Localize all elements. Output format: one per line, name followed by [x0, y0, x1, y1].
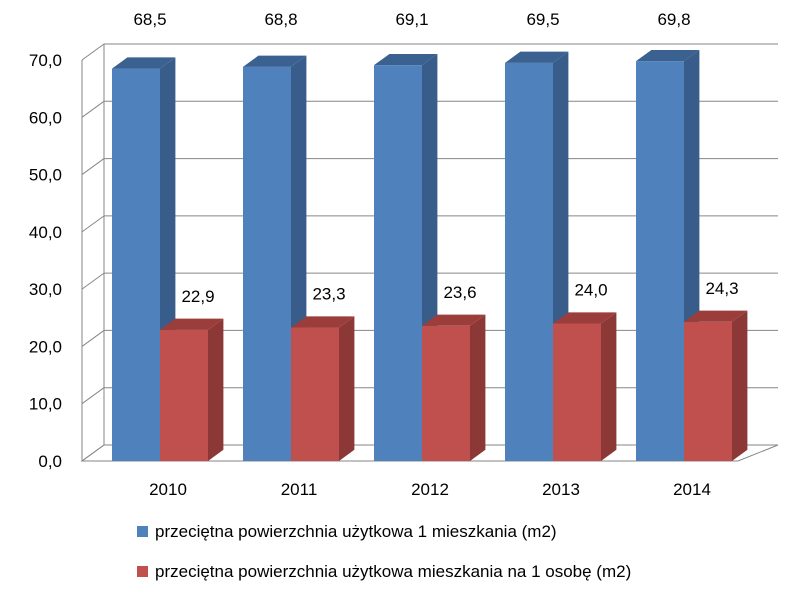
bar-front [243, 66, 291, 462]
legend-label-series-1: przeciętna powierzchnia użytkowa 1 miesz… [155, 522, 557, 541]
bar-top [291, 316, 355, 328]
data-label: 69,5 [526, 10, 559, 29]
x-axis-labels: 2010 2011 2012 2013 2014 [149, 480, 711, 499]
bar-2-2011 [291, 316, 355, 461]
bar-2-2012 [422, 314, 486, 461]
data-label: 68,8 [264, 10, 297, 29]
bar-top [422, 314, 486, 326]
y-tick-label: 60,0 [29, 108, 62, 127]
bar-top [243, 55, 307, 67]
bar-front [505, 62, 553, 461]
x-tick-label: 2012 [411, 480, 449, 499]
y-tick-label: 10,0 [29, 395, 62, 414]
x-tick-label: 2010 [149, 480, 187, 499]
data-label: 69,8 [657, 10, 690, 29]
legend: przeciętna powierzchnia użytkowa 1 miesz… [137, 522, 631, 581]
data-label: 24,0 [574, 281, 607, 300]
bar-front [160, 329, 208, 461]
bar-top [636, 49, 700, 62]
gridline-depth [81, 215, 105, 233]
bar-front [636, 61, 684, 461]
bar-top [160, 318, 224, 330]
bar-top [505, 51, 569, 63]
legend-swatch-series-2 [137, 566, 148, 577]
gridline-depth [81, 158, 105, 175]
y-tick-label: 0,0 [38, 452, 62, 471]
bar-2-2010 [160, 318, 224, 461]
bar-side [732, 310, 748, 461]
data-label: 23,3 [312, 285, 345, 304]
gridline-depth [81, 272, 105, 290]
bar-top [112, 57, 176, 69]
bar-top [553, 312, 617, 324]
bar-front [684, 321, 732, 461]
bar-front [291, 327, 339, 461]
bars [112, 49, 748, 462]
y-tick-label: 50,0 [29, 166, 62, 185]
legend-label-series-2: przeciętna powierzchnia użytkowa mieszka… [155, 562, 631, 581]
bar-front [422, 325, 470, 461]
data-label: 24,3 [705, 279, 738, 298]
bar-side [601, 312, 617, 461]
bar-side [339, 316, 355, 461]
x-tick-label: 2011 [281, 480, 318, 499]
bar-side [208, 318, 224, 461]
data-label: 69,1 [395, 10, 428, 29]
gridline-depth [81, 43, 105, 61]
data-label: 22,9 [181, 287, 214, 306]
y-axis: 0,0 10,0 20,0 30,0 40,0 50,0 60,0 70,0 [29, 51, 62, 471]
x-tick-label: 2014 [673, 480, 711, 499]
bar-front [553, 323, 601, 461]
y-tick-label: 70,0 [29, 51, 62, 70]
y-tick-label: 40,0 [29, 223, 62, 242]
y-tick-label: 20,0 [29, 337, 62, 356]
bar-top [684, 310, 748, 322]
gridline-depth [81, 330, 105, 347]
bar-side [470, 314, 486, 461]
bar-front [374, 65, 422, 462]
bar-top [374, 53, 438, 66]
data-label: 23,6 [443, 283, 476, 302]
y-tick-label: 30,0 [29, 280, 62, 299]
bar-1-2011 [243, 55, 307, 462]
data-labels: 68,5 22,9 68,8 23,3 69,1 23,6 69,5 24,0 69,8 24,3 [133, 10, 738, 306]
gridline-depth [81, 100, 105, 118]
bar-2-2014 [684, 310, 748, 461]
bar-front [112, 68, 160, 461]
bar-2-2013 [553, 312, 617, 461]
x-tick-label: 2013 [542, 480, 580, 499]
data-label: 68,5 [133, 10, 166, 29]
legend-swatch-series-1 [137, 526, 148, 537]
gridline-depth [81, 387, 105, 405]
